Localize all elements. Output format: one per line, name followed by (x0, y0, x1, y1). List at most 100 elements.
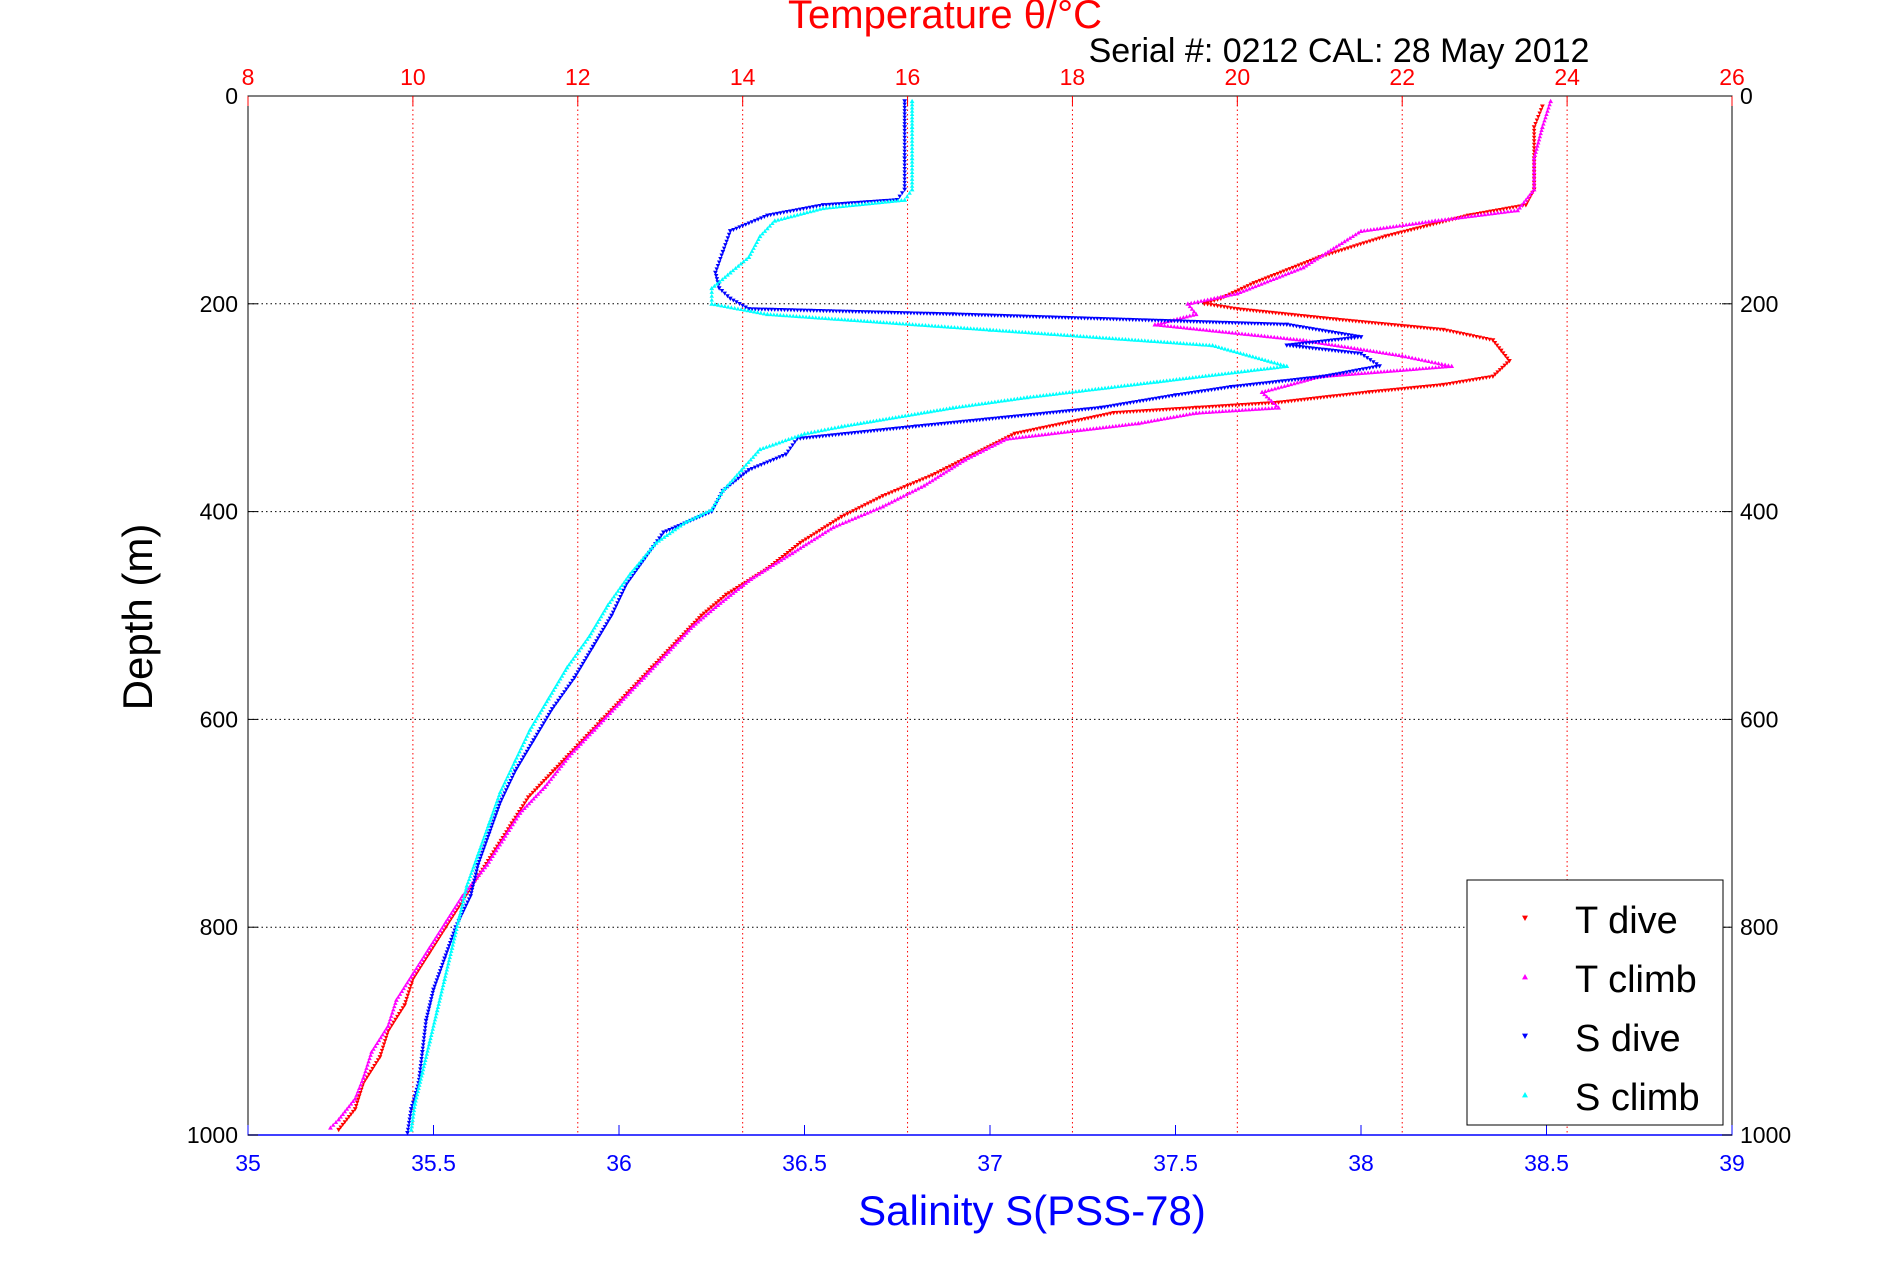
data-point (1168, 340, 1173, 345)
data-point (817, 434, 822, 439)
data-point (1503, 353, 1508, 358)
data-point (1005, 314, 1010, 319)
data-point (363, 1069, 368, 1074)
data-point (1159, 318, 1164, 323)
data-point (460, 902, 465, 907)
data-point (573, 673, 579, 678)
data-point (1125, 383, 1130, 387)
data-point (1461, 379, 1466, 384)
data-point (556, 698, 561, 703)
data-point (1232, 349, 1237, 354)
data-point (709, 507, 715, 512)
data-point (1302, 261, 1307, 266)
data-point (803, 542, 809, 547)
data-point (471, 881, 476, 886)
data-point (1480, 376, 1486, 381)
data-point (1009, 433, 1014, 438)
data-point (880, 417, 886, 422)
data-point (703, 613, 708, 618)
data-point (1428, 384, 1433, 389)
data-point (840, 204, 845, 208)
data-point (942, 324, 948, 329)
data-point (1391, 368, 1396, 373)
data-point (1244, 352, 1249, 357)
data-point (957, 312, 962, 317)
data-point (1128, 382, 1134, 387)
data-point (1258, 322, 1264, 326)
data-point (963, 312, 968, 317)
data-point (807, 435, 813, 440)
data-point (355, 1100, 360, 1105)
data-point (569, 751, 574, 756)
data-point (849, 431, 854, 436)
data-point (999, 415, 1005, 420)
data-point (1060, 409, 1066, 414)
data-point (613, 604, 619, 609)
data-point (831, 520, 836, 525)
data-point (743, 222, 748, 227)
data-point (529, 724, 534, 729)
data-point (994, 328, 999, 332)
data-point (1545, 108, 1550, 113)
data-point (902, 163, 907, 168)
data-point (1368, 358, 1373, 363)
data-point (423, 1054, 429, 1059)
data-point (480, 867, 486, 872)
data-point (722, 291, 727, 296)
data-point (450, 942, 455, 947)
data-point (1265, 334, 1271, 339)
data-point (610, 708, 615, 713)
data-point (1094, 426, 1099, 430)
data-point (497, 842, 503, 847)
data-point (1276, 311, 1282, 316)
data-point (1534, 146, 1539, 151)
data-point (1200, 342, 1206, 347)
data-point (814, 530, 820, 535)
data-point (1139, 338, 1144, 343)
data-point (1308, 258, 1313, 263)
data-point (998, 439, 1003, 444)
data-point (1036, 330, 1041, 335)
legend-marker (1522, 974, 1528, 980)
data-point (926, 474, 932, 479)
data-point (706, 607, 712, 612)
data-point (1116, 423, 1122, 428)
data-point (1066, 420, 1072, 425)
data-point (408, 1107, 414, 1112)
data-point (935, 470, 941, 475)
data-point (909, 105, 915, 110)
data-point (1247, 353, 1252, 358)
data-point (1446, 364, 1451, 369)
data-point (1171, 340, 1177, 345)
data-point (1539, 124, 1545, 130)
data-point (1365, 370, 1371, 375)
data-point (1272, 386, 1278, 391)
data-point (1199, 389, 1204, 394)
data-point (1328, 373, 1333, 378)
data-point (638, 558, 644, 563)
data-point (1191, 326, 1196, 331)
data-point (1210, 342, 1215, 348)
data-point (607, 711, 613, 716)
data-point (346, 1115, 352, 1120)
data-point (1083, 407, 1088, 412)
data-point (868, 419, 873, 424)
data-point (1292, 313, 1297, 318)
data-point (1444, 328, 1449, 333)
data-point (1320, 347, 1325, 352)
data-point (935, 474, 940, 479)
data-point (600, 611, 606, 616)
data-point (1265, 279, 1270, 284)
data-point (1005, 397, 1010, 402)
data-point (1382, 322, 1388, 327)
data-point (1299, 377, 1304, 382)
data-point (1092, 415, 1097, 420)
data-point (1076, 388, 1082, 393)
series-t-climb (328, 98, 1554, 1130)
data-point (865, 510, 870, 515)
data-point (817, 533, 822, 538)
data-point (848, 422, 854, 427)
data-point (860, 504, 865, 509)
data-point (1013, 329, 1019, 334)
data-point (1323, 341, 1328, 346)
